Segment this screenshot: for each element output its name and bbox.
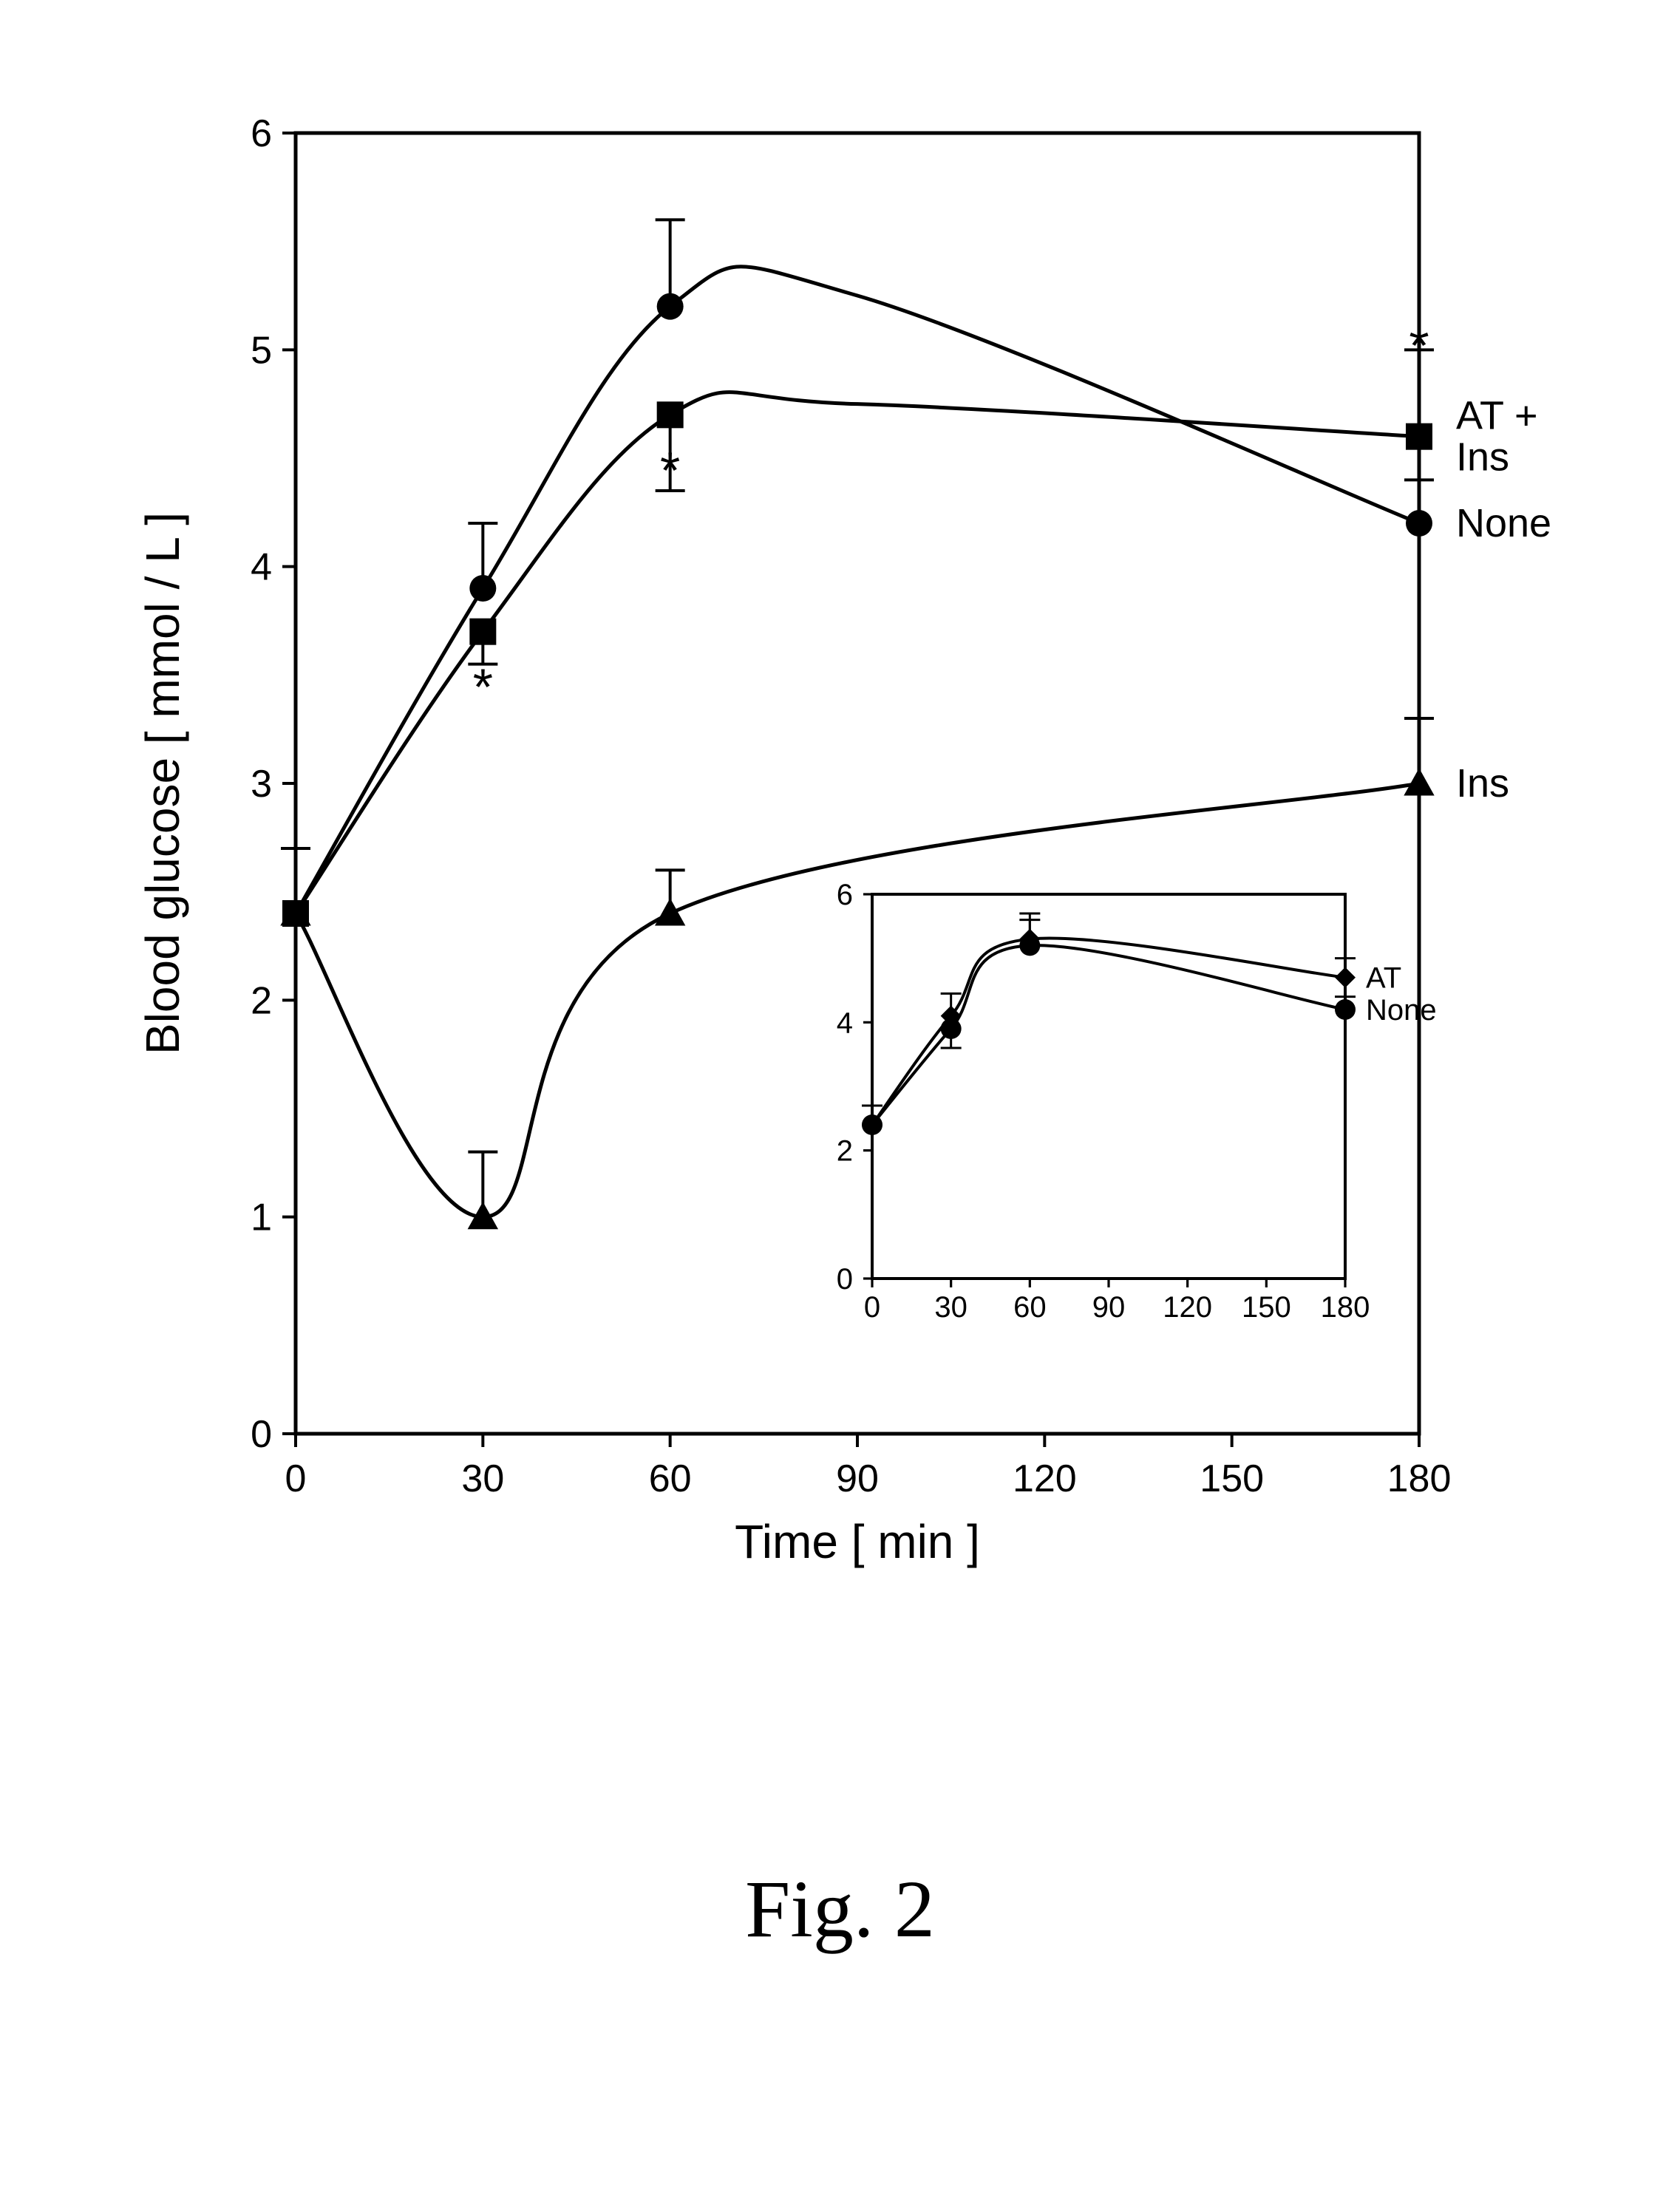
svg-text:None: None xyxy=(1456,501,1551,545)
svg-text:6: 6 xyxy=(837,879,853,911)
svg-text:150: 150 xyxy=(1242,1291,1291,1324)
svg-text:30: 30 xyxy=(934,1291,967,1324)
svg-text:0: 0 xyxy=(837,1263,853,1296)
svg-text:*: * xyxy=(473,658,493,716)
svg-text:90: 90 xyxy=(836,1457,879,1500)
svg-text:Time [ min ]: Time [ min ] xyxy=(735,1515,980,1568)
svg-text:120: 120 xyxy=(1163,1291,1212,1324)
svg-text:120: 120 xyxy=(1013,1457,1077,1500)
svg-text:None: None xyxy=(1366,994,1437,1027)
svg-text:4: 4 xyxy=(837,1007,853,1039)
svg-text:0: 0 xyxy=(251,1413,272,1456)
svg-text:4: 4 xyxy=(251,546,272,589)
svg-text:180: 180 xyxy=(1321,1291,1370,1324)
figure-wrap: 03060901201501800123456Time [ min ]Blood… xyxy=(118,103,1560,1729)
svg-text:2: 2 xyxy=(251,979,272,1022)
svg-text:Blood glucose [ mmol / L ]: Blood glucose [ mmol / L ] xyxy=(136,512,189,1055)
svg-text:150: 150 xyxy=(1200,1457,1264,1500)
svg-text:60: 60 xyxy=(1013,1291,1047,1324)
svg-text:60: 60 xyxy=(649,1457,692,1500)
svg-text:3: 3 xyxy=(251,763,272,806)
svg-text:180: 180 xyxy=(1387,1457,1452,1500)
svg-text:Ins: Ins xyxy=(1456,435,1509,480)
svg-text:1: 1 xyxy=(251,1197,272,1239)
svg-text:90: 90 xyxy=(1092,1291,1126,1324)
svg-text:AT: AT xyxy=(1366,962,1401,995)
svg-text:*: * xyxy=(660,441,680,499)
svg-text:0: 0 xyxy=(285,1457,307,1500)
svg-text:6: 6 xyxy=(251,112,272,155)
figure-caption: Fig. 2 xyxy=(0,1862,1680,1956)
svg-text:AT +: AT + xyxy=(1456,394,1538,438)
svg-text:*: * xyxy=(1409,317,1429,375)
svg-text:30: 30 xyxy=(461,1457,504,1500)
svg-text:2: 2 xyxy=(837,1135,853,1168)
svg-text:Ins: Ins xyxy=(1456,761,1509,806)
svg-text:5: 5 xyxy=(251,329,272,372)
chart-svg: 03060901201501800123456Time [ min ]Blood… xyxy=(118,103,1560,1729)
svg-text:0: 0 xyxy=(864,1291,880,1324)
